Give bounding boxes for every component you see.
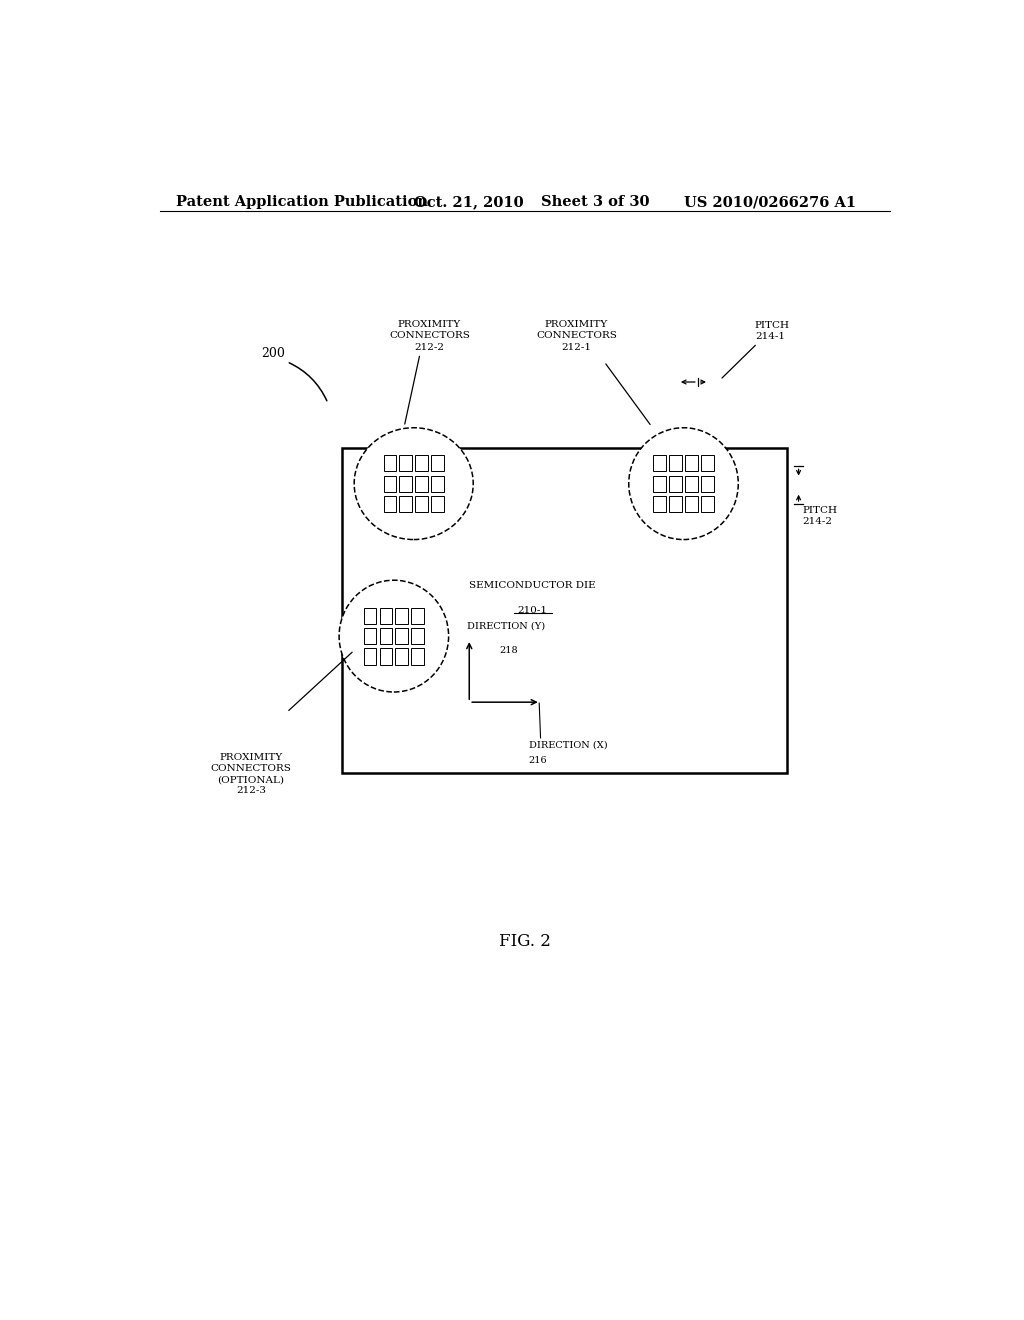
Bar (431, 496, 443, 512)
Bar (384, 496, 396, 512)
Bar (431, 475, 443, 492)
Text: Patent Application Publication: Patent Application Publication (176, 195, 428, 209)
Bar (380, 628, 392, 644)
Bar (653, 475, 666, 492)
Bar (416, 496, 428, 512)
Bar (395, 628, 409, 644)
Bar (653, 455, 666, 471)
Bar (364, 648, 377, 664)
Bar (701, 496, 714, 512)
Ellipse shape (354, 428, 473, 540)
Text: Oct. 21, 2010: Oct. 21, 2010 (414, 195, 523, 209)
Bar (384, 475, 396, 492)
Text: DIRECTION (X): DIRECTION (X) (528, 741, 607, 750)
Text: FIG. 2: FIG. 2 (499, 932, 551, 949)
Bar (412, 607, 424, 624)
Text: PITCH
214-2: PITCH 214-2 (803, 506, 838, 527)
Bar (380, 607, 392, 624)
Bar (395, 607, 409, 624)
Bar (395, 648, 409, 664)
Text: Sheet 3 of 30: Sheet 3 of 30 (541, 195, 649, 209)
Bar (399, 475, 412, 492)
Bar (364, 607, 377, 624)
Bar (416, 455, 428, 471)
Text: PROXIMITY
CONNECTORS
212-2: PROXIMITY CONNECTORS 212-2 (389, 321, 470, 351)
Text: PROXIMITY
CONNECTORS
(OPTIONAL)
212-3: PROXIMITY CONNECTORS (OPTIONAL) 212-3 (211, 752, 292, 795)
Bar (412, 648, 424, 664)
Text: PROXIMITY
CONNECTORS
212-1: PROXIMITY CONNECTORS 212-1 (536, 321, 616, 351)
Bar (670, 496, 682, 512)
Bar (670, 475, 682, 492)
Bar (701, 475, 714, 492)
Bar (342, 447, 786, 774)
Text: SEMICONDUCTOR DIE: SEMICONDUCTOR DIE (469, 581, 596, 590)
Bar (685, 455, 697, 471)
Text: US 2010/0266276 A1: US 2010/0266276 A1 (684, 195, 856, 209)
Bar (431, 455, 443, 471)
Bar (384, 455, 396, 471)
Bar (670, 455, 682, 471)
Bar (399, 496, 412, 512)
Text: PITCH
214-1: PITCH 214-1 (755, 321, 790, 342)
Text: 200: 200 (261, 347, 286, 360)
Bar (685, 496, 697, 512)
Text: 210-1: 210-1 (518, 606, 548, 615)
Text: DIRECTION (Y): DIRECTION (Y) (467, 622, 545, 631)
Bar (380, 648, 392, 664)
Text: 218: 218 (500, 647, 518, 655)
Ellipse shape (339, 581, 449, 692)
Bar (399, 455, 412, 471)
Bar (701, 455, 714, 471)
Bar (416, 475, 428, 492)
Bar (364, 628, 377, 644)
Bar (685, 475, 697, 492)
Bar (653, 496, 666, 512)
Ellipse shape (629, 428, 738, 540)
Text: 216: 216 (528, 755, 548, 764)
Bar (412, 628, 424, 644)
